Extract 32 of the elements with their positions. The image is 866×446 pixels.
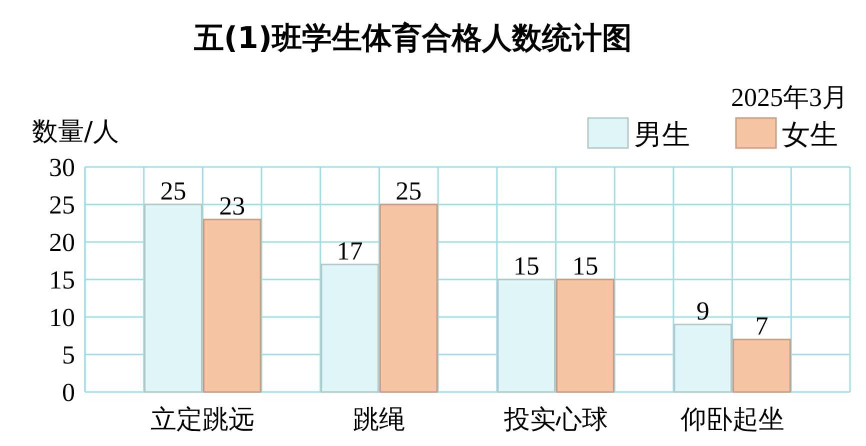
y-tick-label: 10 (49, 303, 75, 332)
x-tick-label: 跳绳 (353, 405, 406, 435)
x-tick-label: 仰卧起坐 (680, 405, 784, 435)
bar (674, 324, 732, 393)
y-tick-label: 25 (49, 190, 75, 220)
y-tick-label: 20 (49, 228, 75, 258)
data-label: 15 (513, 252, 540, 280)
bar (497, 278, 556, 393)
y-tick-label: 30 (49, 153, 75, 182)
legend-label: 女生 (782, 118, 838, 151)
bar (556, 278, 614, 393)
bar (144, 204, 202, 393)
bar (379, 204, 438, 393)
data-label: 9 (696, 296, 710, 326)
data-label: 17 (336, 236, 363, 266)
data-label: 7 (755, 312, 768, 340)
data-label: 23 (219, 192, 246, 220)
y-tick-label: 5 (62, 340, 75, 370)
data-label: 25 (396, 176, 422, 206)
legend-label: 男生 (634, 118, 690, 151)
x-tick-label: 投实心球 (502, 405, 608, 435)
y-tick-label: 15 (49, 266, 75, 295)
text: 2025年3月 (731, 83, 848, 112)
data-label: 25 (160, 176, 186, 206)
x-tick-label: 立定跳远 (150, 405, 255, 435)
y-axis-title: 数量/人 (32, 117, 119, 147)
data-label: 15 (572, 252, 598, 280)
bar (202, 218, 262, 393)
bar (732, 338, 791, 393)
y-tick-label: 0 (62, 378, 75, 408)
chart-title: 五(1)班学生体育合格人数统计图 (192, 21, 632, 56)
bar (320, 264, 379, 393)
